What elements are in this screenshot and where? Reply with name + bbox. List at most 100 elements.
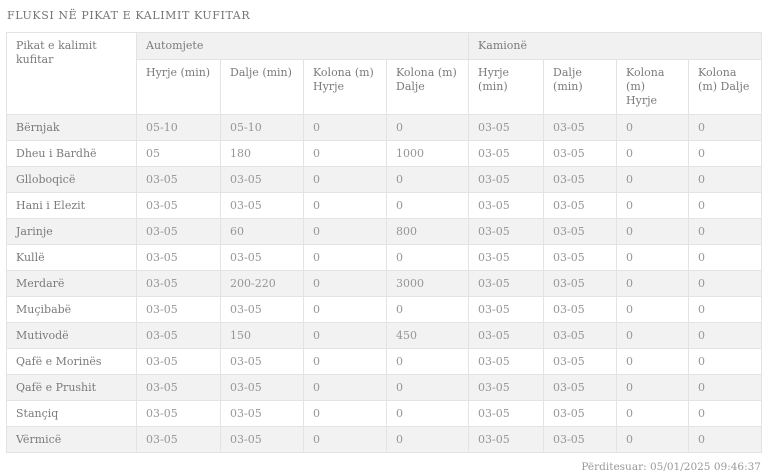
value-cell: 03-05: [136, 166, 221, 193]
column-header: Hyrje (min): [136, 59, 221, 115]
value-cell: 0: [616, 426, 690, 453]
value-cell: 0: [616, 400, 690, 427]
table-row: Dheu i Bardhë 05 180 0 1000 03-05 03-05 0 0: [6, 140, 763, 167]
value-cell: 0: [688, 166, 763, 193]
value-cell: 03-05: [543, 322, 618, 349]
value-cell: 1000: [385, 140, 470, 167]
value-cell: 03-05: [543, 218, 618, 245]
value-cell: 03-05: [468, 348, 545, 375]
crossing-point-name: Qafë e Morinës: [6, 348, 137, 375]
value-cell: 0: [616, 322, 690, 349]
table-row: Qafë e Morinës 03-05 03-05 0 0 03-05 03-05 0 0: [6, 348, 763, 375]
value-cell: 03-05: [543, 348, 618, 375]
value-cell: 03-05: [136, 270, 221, 297]
value-cell: 0: [303, 192, 387, 219]
table-row: Qafë e Prushit 03-05 03-05 0 0 03-05 03-05 0 0: [6, 374, 763, 401]
value-cell: 03-05: [468, 270, 545, 297]
value-cell: 150: [220, 322, 304, 349]
table-row: Vërmicë 03-05 03-05 0 0 03-05 03-05 0 0: [6, 426, 763, 453]
value-cell: 03-05: [136, 218, 221, 245]
value-cell: 03-05: [468, 322, 545, 349]
value-cell: 0: [616, 140, 690, 167]
value-cell: 0: [616, 270, 690, 297]
value-cell: 03-05: [543, 270, 618, 297]
value-cell: 0: [688, 140, 763, 167]
value-cell: 0: [385, 426, 470, 453]
value-cell: 200-220: [220, 270, 304, 297]
value-cell: 0: [688, 348, 763, 375]
crossing-point-name: Mutivodë: [6, 322, 137, 349]
column-header-row: Hyrje (min) Dalje (min) Kolona (m) Hyrje Ko…: [7, 59, 763, 115]
value-cell: 03-05: [220, 192, 304, 219]
value-cell: 03-05: [220, 426, 304, 453]
value-cell: 05-10: [220, 114, 304, 141]
value-cell: 03-05: [468, 140, 545, 167]
value-cell: 0: [303, 218, 387, 245]
crossing-point-name: Stançiq: [6, 400, 137, 427]
table-row: Merdarë 03-05 200-220 0 3000 03-05 03-05 0 0: [6, 270, 763, 297]
value-cell: 180: [220, 140, 304, 167]
crossing-point-name: Merdarë: [6, 270, 137, 297]
crossing-point-name: Qafë e Prushit: [6, 374, 137, 401]
page-container: FLUKSI NË PIKAT E KALIMIT KUFITAR Pikat …: [6, 0, 763, 473]
table-header: Pikat e kalimit kufitar Automjete Kamion…: [6, 32, 763, 115]
value-cell: 0: [303, 348, 387, 375]
value-cell: 0: [688, 270, 763, 297]
value-cell: 0: [385, 296, 470, 323]
value-cell: 0: [616, 374, 690, 401]
value-cell: 03-05: [468, 296, 545, 323]
column-header: Hyrje (min): [468, 59, 545, 115]
value-cell: 03-05: [543, 400, 618, 427]
value-cell: 03-05: [136, 296, 221, 323]
value-cell: 03-05: [543, 192, 618, 219]
group-header-row: Pikat e kalimit kufitar Automjete Kamion…: [6, 32, 763, 115]
value-cell: 0: [616, 166, 690, 193]
table-row: Glloboqicë 03-05 03-05 0 0 03-05 03-05 0 0: [6, 166, 763, 193]
value-cell: 03-05: [220, 400, 304, 427]
value-cell: 03-05: [468, 218, 545, 245]
crossing-point-name: Jarinje: [6, 218, 137, 245]
crossing-point-name: Hani i Elezit: [6, 192, 137, 219]
value-cell: 03-05: [543, 114, 618, 141]
table-row: Kullë 03-05 03-05 0 0 03-05 03-05 0 0: [6, 244, 763, 271]
crossing-point-name: Vërmicë: [6, 426, 137, 453]
value-cell: 0: [688, 322, 763, 349]
value-cell: 05-10: [136, 114, 221, 141]
crossing-point-name: Kullë: [6, 244, 137, 271]
value-cell: 0: [385, 166, 470, 193]
value-cell: 0: [688, 114, 763, 141]
table-row: Muçibabë 03-05 03-05 0 0 03-05 03-05 0 0: [6, 296, 763, 323]
value-cell: 03-05: [543, 374, 618, 401]
value-cell: 03-05: [543, 140, 618, 167]
value-cell: 03-05: [543, 296, 618, 323]
border-crossings-table: Pikat e kalimit kufitar Automjete Kamion…: [6, 32, 763, 453]
value-cell: 03-05: [136, 374, 221, 401]
value-cell: 450: [385, 322, 470, 349]
crossing-point-name: Muçibabë: [6, 296, 137, 323]
value-cell: 03-05: [220, 374, 304, 401]
value-cell: 0: [688, 400, 763, 427]
value-cell: 03-05: [136, 348, 221, 375]
value-cell: 03-05: [468, 426, 545, 453]
column-header: Kolona (m) Dalje: [385, 59, 470, 115]
value-cell: 03-05: [543, 426, 618, 453]
value-cell: 0: [385, 400, 470, 427]
value-cell: 0: [303, 114, 387, 141]
value-cell: 03-05: [136, 192, 221, 219]
value-cell: 60: [220, 218, 304, 245]
value-cell: 03-05: [468, 244, 545, 271]
value-cell: 03-05: [543, 166, 618, 193]
crossing-point-name: Glloboqicë: [6, 166, 137, 193]
value-cell: 03-05: [468, 374, 545, 401]
value-cell: 03-05: [468, 400, 545, 427]
value-cell: 03-05: [543, 244, 618, 271]
last-updated-timestamp: Përditesuar: 05/01/2025 09:46:37: [581, 461, 761, 473]
value-cell: 03-05: [468, 166, 545, 193]
value-cell: 0: [303, 426, 387, 453]
value-cell: 0: [303, 296, 387, 323]
crossing-points-column-header: Pikat e kalimit kufitar: [6, 32, 137, 115]
value-cell: 0: [303, 322, 387, 349]
value-cell: 0: [616, 114, 690, 141]
column-header: Kolona (m) Hyrje: [303, 59, 387, 115]
value-cell: 0: [688, 192, 763, 219]
